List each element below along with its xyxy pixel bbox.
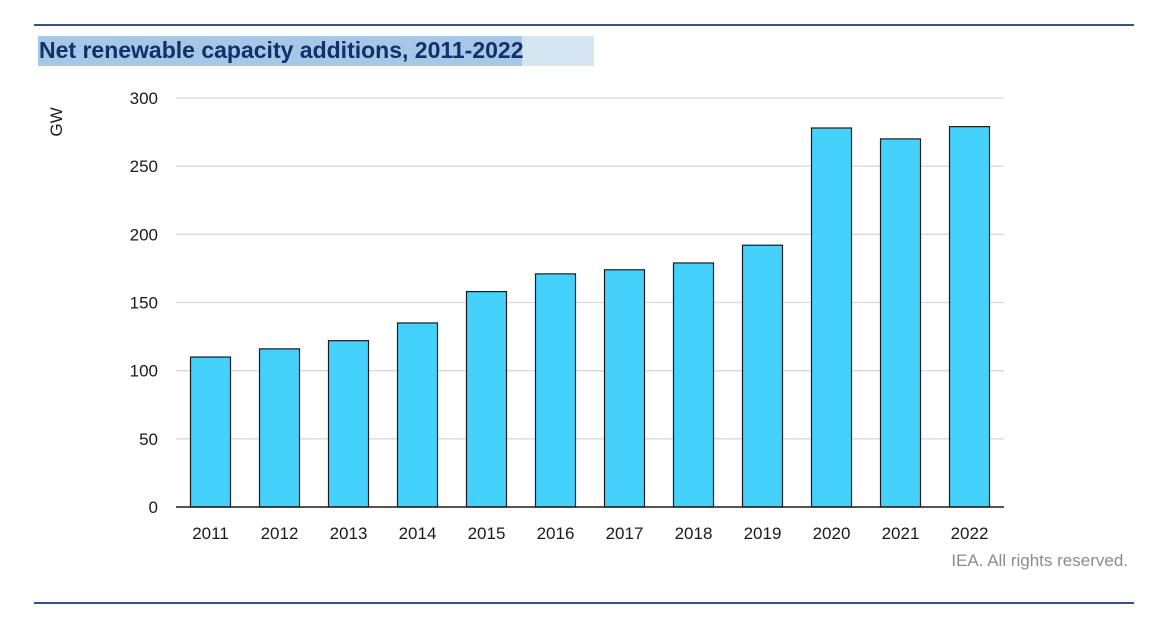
y-tick-label: 0 bbox=[149, 498, 158, 517]
bar bbox=[189, 356, 232, 508]
bar bbox=[534, 273, 577, 508]
x-tick-label: 2013 bbox=[330, 524, 368, 543]
y-tick-label: 50 bbox=[139, 430, 158, 449]
x-tick-label: 2012 bbox=[261, 524, 299, 543]
copyright-credit: IEA. All rights reserved. bbox=[951, 551, 1128, 570]
x-tick-label: 2017 bbox=[606, 524, 644, 543]
x-tick-label: 2020 bbox=[813, 524, 851, 543]
y-tick-label: 150 bbox=[130, 294, 158, 313]
bar bbox=[327, 340, 370, 508]
bottom-rule bbox=[34, 602, 1134, 604]
bar bbox=[879, 138, 922, 508]
title-highlight bbox=[38, 36, 594, 66]
y-tick-label: 300 bbox=[130, 89, 158, 108]
y-tick-label: 250 bbox=[130, 157, 158, 176]
top-rule bbox=[34, 24, 1134, 26]
bar bbox=[672, 262, 715, 508]
y-axis-label: GW bbox=[47, 107, 66, 136]
x-tick-label: 2015 bbox=[468, 524, 506, 543]
bar bbox=[396, 322, 439, 508]
x-tick-label: 2014 bbox=[399, 524, 437, 543]
bar bbox=[948, 126, 991, 508]
bar bbox=[258, 348, 301, 508]
y-tick-label: 200 bbox=[130, 225, 158, 244]
bar bbox=[603, 269, 646, 508]
bar bbox=[465, 290, 508, 508]
x-tick-label: 2022 bbox=[951, 524, 989, 543]
x-tick-label: 2018 bbox=[675, 524, 713, 543]
chart-title-block: Net renewable capacity additions, 2011-2… bbox=[38, 36, 594, 66]
x-tick-label: 2019 bbox=[744, 524, 782, 543]
x-tick-label: 2021 bbox=[882, 524, 920, 543]
bar bbox=[810, 127, 853, 508]
chart-title: Net renewable capacity additions, 2011-2… bbox=[39, 37, 524, 63]
y-tick-label: 100 bbox=[130, 362, 158, 381]
x-tick-label: 2011 bbox=[192, 524, 229, 543]
bar bbox=[741, 244, 784, 508]
x-tick-label: 2016 bbox=[537, 524, 575, 543]
